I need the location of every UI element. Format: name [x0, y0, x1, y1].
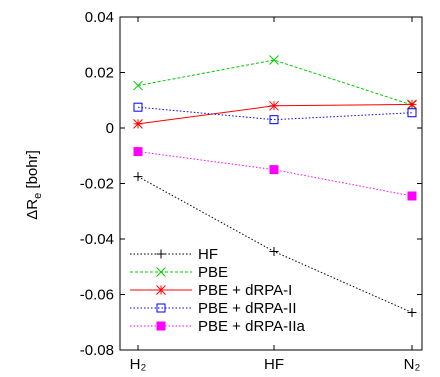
data-point — [407, 99, 417, 110]
data-point — [269, 55, 279, 65]
data-point — [269, 165, 279, 175]
series-group — [133, 55, 417, 318]
legend-label: PBE — [198, 264, 228, 281]
y-tick-label: 0.04 — [85, 9, 114, 26]
legend-marker — [156, 303, 166, 313]
legend-item: PBE + dRPA-II — [130, 300, 297, 317]
legend-label: HF — [198, 246, 218, 263]
legend-label: PBE + dRPA-IIa — [198, 318, 306, 335]
data-point — [407, 108, 417, 118]
legend-marker — [156, 267, 166, 277]
series-5 — [133, 147, 417, 201]
data-point — [269, 100, 279, 111]
data-point — [133, 172, 143, 182]
y-tick-label: -0.02 — [80, 176, 114, 193]
series-3 — [133, 99, 417, 129]
y-tick-label: 0 — [106, 120, 114, 137]
x-tick-label: H₂ — [130, 356, 147, 373]
series-2 — [133, 55, 417, 110]
series-line — [137, 59, 413, 106]
legend-item: PBE — [130, 264, 228, 281]
legend-label: PBE + dRPA-II — [198, 300, 297, 317]
data-point — [269, 115, 279, 125]
series-1 — [133, 172, 417, 318]
legend-marker — [156, 249, 166, 259]
series-4 — [133, 102, 417, 125]
series-line — [137, 106, 413, 121]
data-point — [269, 246, 279, 256]
y-tick-label: -0.04 — [80, 231, 114, 248]
legend-label: PBE + dRPA-I — [198, 282, 292, 299]
y-axis-title: ΔRe [bohr] — [24, 150, 44, 220]
x-tick-label: N₂ — [404, 356, 421, 373]
legend-item: PBE + dRPA-IIa — [130, 318, 306, 335]
data-point — [133, 102, 143, 112]
y-tick-label: 0.02 — [85, 65, 114, 82]
y-tick-label: -0.08 — [80, 342, 114, 359]
data-point — [407, 191, 417, 201]
x-tick-label: HF — [264, 356, 284, 373]
data-point — [133, 147, 143, 157]
y-axis: -0.08 -0.06 -0.04 -0.02 0 0.02 0.04 — [80, 9, 422, 359]
legend-item: HF — [130, 246, 218, 263]
legend-item: PBE + dRPA-I — [130, 282, 292, 299]
data-point — [407, 308, 417, 318]
data-point — [133, 118, 143, 129]
x-axis: H₂ HF N₂ — [130, 17, 421, 373]
legend-marker — [156, 285, 166, 295]
data-point — [133, 80, 143, 91]
legend-marker — [156, 321, 166, 331]
y-tick-label: -0.06 — [80, 287, 114, 304]
